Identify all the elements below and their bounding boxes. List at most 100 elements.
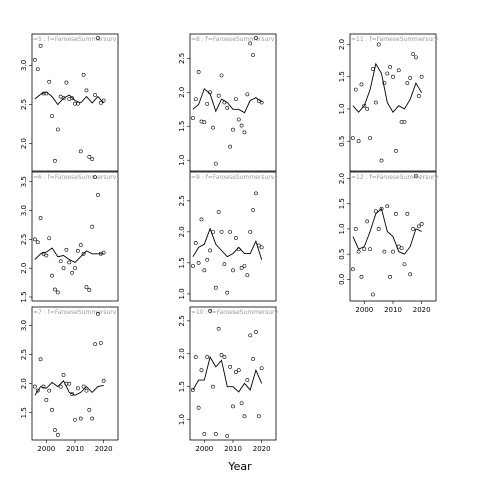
y-tick-label: 1.5 xyxy=(178,381,186,392)
data-point xyxy=(368,136,372,140)
data-point xyxy=(213,432,218,436)
data-point xyxy=(55,432,60,437)
y-tick-label: 2.0 xyxy=(338,173,346,184)
panel-8: =10 : f=FaroeseSummersurv 1.0 1.5 2.0 2.5 xyxy=(178,306,279,441)
data-point xyxy=(376,227,381,231)
data-point xyxy=(391,74,395,79)
y-tick-label: 2.0 xyxy=(20,138,28,149)
y-tick-label: 2.5 xyxy=(178,53,186,64)
data-point xyxy=(388,65,393,69)
data-point xyxy=(90,157,95,162)
data-point xyxy=(78,416,83,421)
data-point xyxy=(53,158,57,163)
data-point xyxy=(47,79,52,84)
data-point xyxy=(50,114,54,119)
data-point xyxy=(32,57,37,62)
data-point xyxy=(81,251,86,256)
data-point xyxy=(362,247,367,252)
y-tick-label: 2.0 xyxy=(178,87,186,98)
data-point xyxy=(402,262,407,267)
fit-line xyxy=(352,207,422,255)
x-tick-label: 2020 xyxy=(413,306,431,314)
data-point xyxy=(236,117,241,122)
panel-5: =9 : f=FaroeseSummersurv 1.0 1.5 2.0 2.5 xyxy=(178,171,277,302)
data-point xyxy=(38,216,43,220)
data-point xyxy=(219,73,224,78)
y-tick-label: 1.5 xyxy=(20,407,28,418)
panel-strip-label: =6 : f=FaroeseSummersurv xyxy=(33,174,117,181)
data-point xyxy=(254,191,258,196)
fit-line xyxy=(192,88,262,114)
data-point xyxy=(84,388,89,393)
data-point xyxy=(251,208,255,213)
data-point xyxy=(353,227,358,231)
data-point xyxy=(245,378,250,382)
data-point xyxy=(98,341,103,345)
data-point xyxy=(405,211,410,216)
data-point xyxy=(225,434,230,438)
data-point xyxy=(78,243,83,248)
panel-strip-label: =7 : f=FaroeseSummersurv xyxy=(33,309,117,316)
x-tick-label: 2000 xyxy=(195,445,213,453)
data-point xyxy=(35,388,40,393)
data-point xyxy=(47,388,52,393)
x-tick-label: 2020 xyxy=(95,445,113,453)
data-point xyxy=(67,260,72,265)
data-point xyxy=(391,249,395,254)
panel-frame xyxy=(349,33,437,172)
data-point xyxy=(219,353,224,357)
y-tick-label: 1.5 xyxy=(178,121,186,132)
data-point xyxy=(205,355,210,359)
data-point xyxy=(399,119,404,124)
y-tick-label: 2.5 xyxy=(178,195,186,206)
fit-line xyxy=(34,380,104,396)
data-point xyxy=(385,204,390,209)
data-point xyxy=(248,229,253,234)
y-tick-label: 1.0 xyxy=(178,155,186,166)
y-tick-label: 2.5 xyxy=(20,349,28,360)
data-point xyxy=(87,288,92,292)
data-point xyxy=(199,368,204,373)
x-tick-label: 2010 xyxy=(384,306,402,314)
data-point xyxy=(402,119,407,124)
data-point xyxy=(32,237,37,242)
data-point xyxy=(399,246,404,250)
data-point xyxy=(371,292,375,297)
data-point xyxy=(47,236,52,241)
data-point xyxy=(190,116,195,121)
data-point xyxy=(259,100,264,105)
panel-strip-label: =12 : f=FaroeseSummersurv xyxy=(351,174,439,181)
data-point xyxy=(242,130,247,135)
data-point xyxy=(251,53,255,57)
y-tick-label: 2.0 xyxy=(178,348,186,359)
data-point xyxy=(101,378,106,383)
panel-strip-label: =9 : f=FaroeseSummersurv xyxy=(191,174,275,181)
data-point xyxy=(84,88,89,93)
data-point xyxy=(70,392,75,397)
data-point xyxy=(365,107,370,111)
data-point xyxy=(414,174,418,178)
panel-3: =11 : f=FaroeseSummersurv 0.5 1.0 1.5 2.0 xyxy=(338,33,439,172)
data-point xyxy=(233,370,238,375)
data-point xyxy=(382,81,387,86)
data-point xyxy=(81,72,86,77)
data-point xyxy=(196,70,201,74)
data-point xyxy=(50,407,54,412)
y-tick-label: 1.0 xyxy=(178,414,186,425)
panel-strip-label: =5 : f=FaroeseSummersurv xyxy=(33,36,117,43)
data-point xyxy=(199,217,204,222)
data-point xyxy=(379,158,384,163)
data-point xyxy=(411,52,415,57)
y-tick-label: 2.0 xyxy=(338,39,346,50)
fit-line xyxy=(34,91,105,106)
data-point xyxy=(84,285,89,290)
data-point xyxy=(248,333,253,338)
data-point xyxy=(53,287,57,292)
data-point xyxy=(368,247,372,252)
y-tick-label: 3.0 xyxy=(20,60,28,71)
x-tick-label: 2000 xyxy=(355,306,373,314)
data-point xyxy=(219,229,224,234)
panel-frame xyxy=(189,306,277,441)
x-tick-label: 2010 xyxy=(66,445,84,453)
data-point xyxy=(202,120,207,125)
